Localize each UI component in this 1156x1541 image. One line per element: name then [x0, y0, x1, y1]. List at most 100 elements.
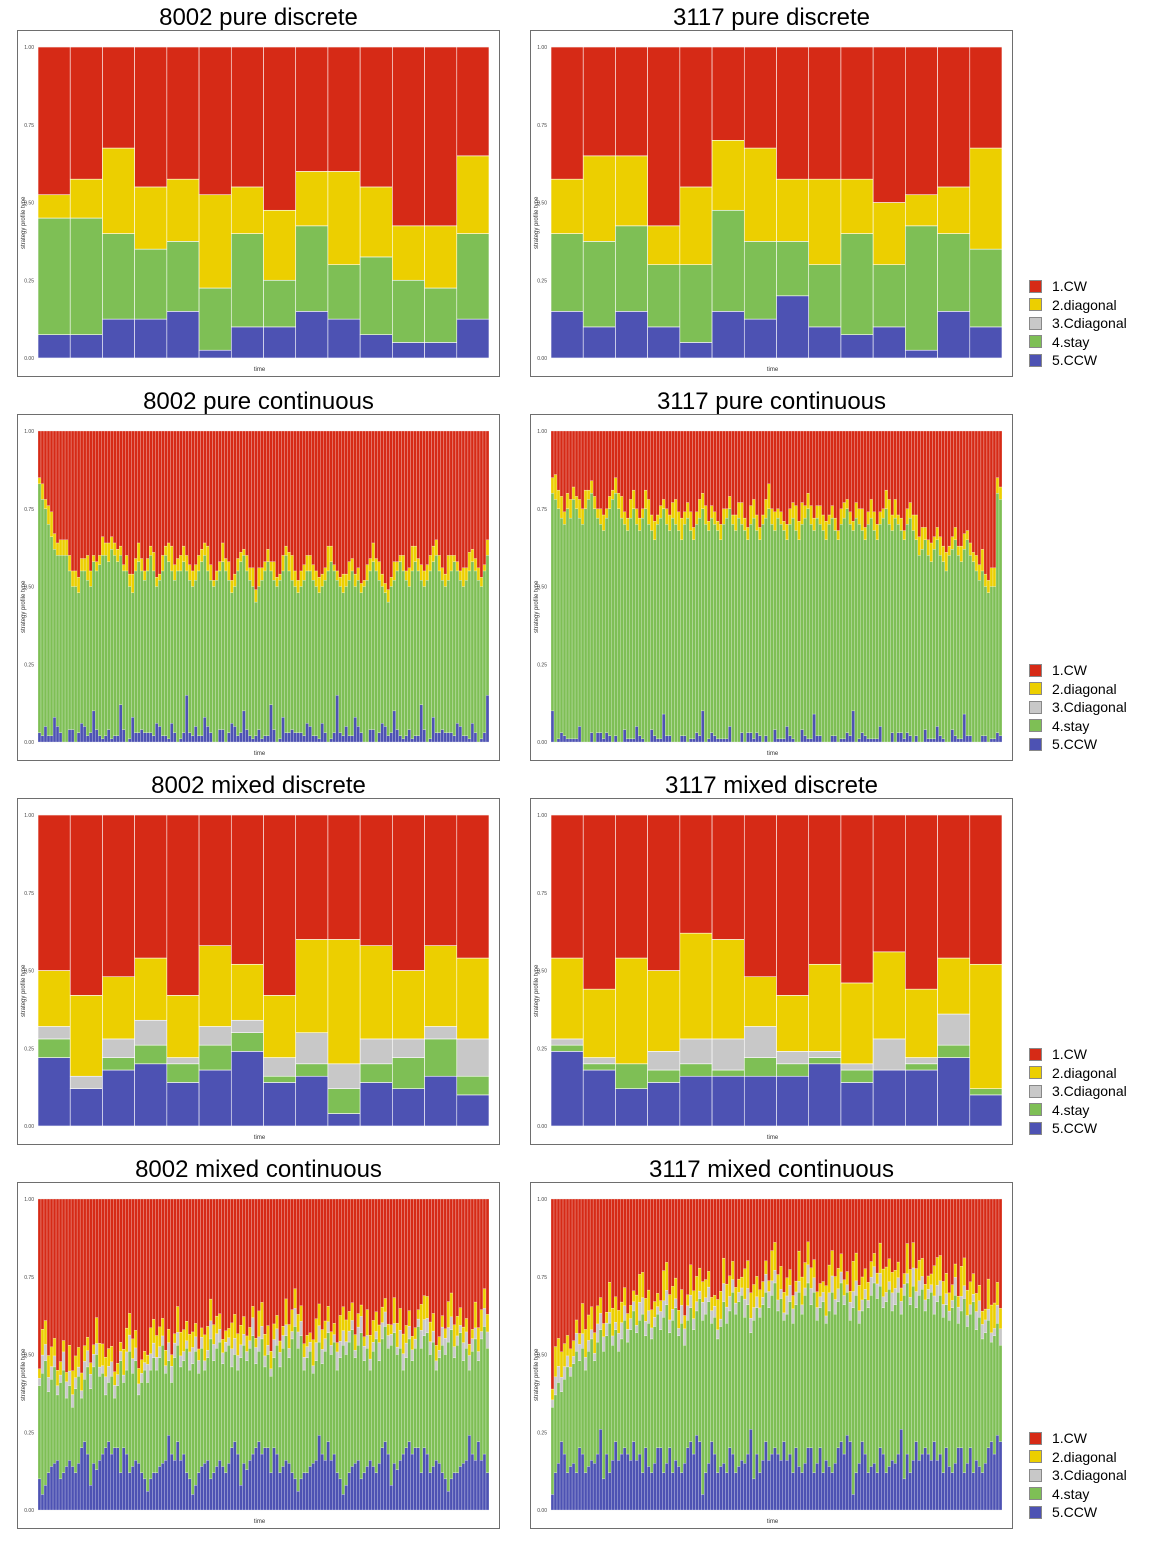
legend-swatch: [1029, 1468, 1042, 1482]
bar-segment: [401, 1353, 405, 1371]
bar-segment: [905, 1057, 938, 1065]
bar-segment: [641, 1272, 645, 1298]
bar-segment: [580, 1348, 585, 1455]
bar-segment: [969, 46, 1003, 149]
bar-segment: [842, 1304, 846, 1455]
bar-segment: [686, 1294, 690, 1306]
bar-segment: [890, 514, 894, 531]
bar-segment: [305, 723, 309, 743]
bar-segment: [131, 1373, 135, 1467]
y-tick-label: 1.00: [537, 429, 547, 435]
bar-segment: [152, 430, 156, 553]
bar-segment: [434, 1360, 439, 1371]
bar-segment: [857, 738, 861, 743]
bar-segment: [236, 570, 240, 736]
bar-segment: [295, 1032, 329, 1065]
bar-segment: [614, 1296, 618, 1323]
bar-segment: [559, 1441, 564, 1511]
bar-segment: [917, 1260, 921, 1281]
bar-segment: [758, 430, 762, 528]
bar-segment: [671, 1198, 675, 1287]
bar-segment: [311, 1198, 315, 1340]
bar-segment: [206, 430, 210, 547]
bar-segment: [731, 1292, 735, 1455]
bar-segment: [974, 1198, 979, 1294]
bar-segment: [797, 1250, 801, 1282]
bar-segment: [383, 1311, 387, 1327]
bar-segment: [932, 536, 936, 550]
bar-segment: [422, 729, 426, 743]
bar-segment: [155, 1335, 159, 1358]
bar-segment: [116, 735, 120, 743]
bar-segment: [40, 1198, 45, 1330]
bar-segment: [698, 1298, 702, 1442]
bar-segment: [659, 1447, 663, 1511]
bar-segment: [230, 1366, 234, 1448]
bar-segment: [695, 1301, 699, 1312]
bar-segment: [452, 430, 457, 556]
bar-segment: [969, 1088, 1003, 1096]
bar-segment: [146, 1354, 150, 1365]
bar-segment: [70, 570, 75, 587]
bar-segment: [386, 1198, 390, 1325]
bar-segment: [818, 1447, 822, 1511]
bar-segment: [734, 430, 738, 516]
bar-segment: [198, 287, 232, 351]
bar-segment: [443, 573, 448, 587]
bar-segment: [203, 716, 207, 743]
bar-segment: [473, 1327, 478, 1340]
bar-segment: [185, 1198, 189, 1322]
bar-segment: [227, 580, 231, 733]
bar-segment: [389, 1198, 393, 1325]
bar-segment: [635, 508, 639, 525]
bar-segment: [40, 1354, 45, 1374]
bar-segment: [896, 1453, 900, 1511]
bar-segment: [85, 430, 90, 556]
bar-segment: [806, 1282, 810, 1448]
bar-segment: [577, 1447, 582, 1511]
bar-segment: [683, 1345, 687, 1464]
bar-segment: [389, 1484, 393, 1511]
bar-segment: [102, 46, 135, 149]
bar-segment: [425, 1198, 429, 1297]
bar-segment: [604, 1335, 609, 1455]
legend-swatch: [1029, 1103, 1042, 1117]
bar-segment: [107, 430, 111, 544]
bar-segment: [830, 430, 834, 506]
bar-segment: [710, 1297, 714, 1311]
bar-segment: [218, 1198, 222, 1314]
bar-segment: [155, 430, 159, 578]
bar-segment: [929, 1273, 933, 1285]
bar-segment: [851, 710, 855, 743]
bar-segment: [908, 735, 912, 743]
bar-segment: [485, 539, 490, 556]
bar-segment: [266, 1447, 270, 1511]
legend-item: 1.CW: [1029, 277, 1127, 296]
bar-segment: [656, 514, 660, 525]
bar-segment: [854, 1472, 858, 1511]
bar-segment: [55, 555, 60, 727]
bar-segment: [983, 1463, 988, 1511]
bar-segment: [401, 1198, 405, 1335]
bar-segment: [893, 517, 897, 743]
bar-segment: [758, 1307, 762, 1318]
bar-segment: [794, 430, 798, 506]
legend-swatch: [1029, 663, 1042, 677]
bar-segment: [323, 430, 327, 568]
bar-segment: [647, 1310, 651, 1324]
bar-segment: [818, 1307, 822, 1448]
bar-segment: [392, 430, 396, 562]
bar-segment: [311, 1373, 315, 1464]
bar-segment: [327, 1113, 361, 1127]
bar-segment: [392, 1463, 396, 1511]
bar-segment: [947, 430, 952, 547]
bar-segment: [386, 735, 390, 743]
bar-segment: [586, 499, 591, 743]
bar-segment: [404, 1357, 408, 1448]
bar-segment: [82, 1198, 87, 1346]
bar-segment: [920, 1276, 924, 1290]
bar-segment: [362, 430, 366, 581]
bar-segment: [869, 1277, 873, 1296]
bar-segment: [550, 1044, 584, 1052]
bar-segment: [956, 555, 961, 740]
